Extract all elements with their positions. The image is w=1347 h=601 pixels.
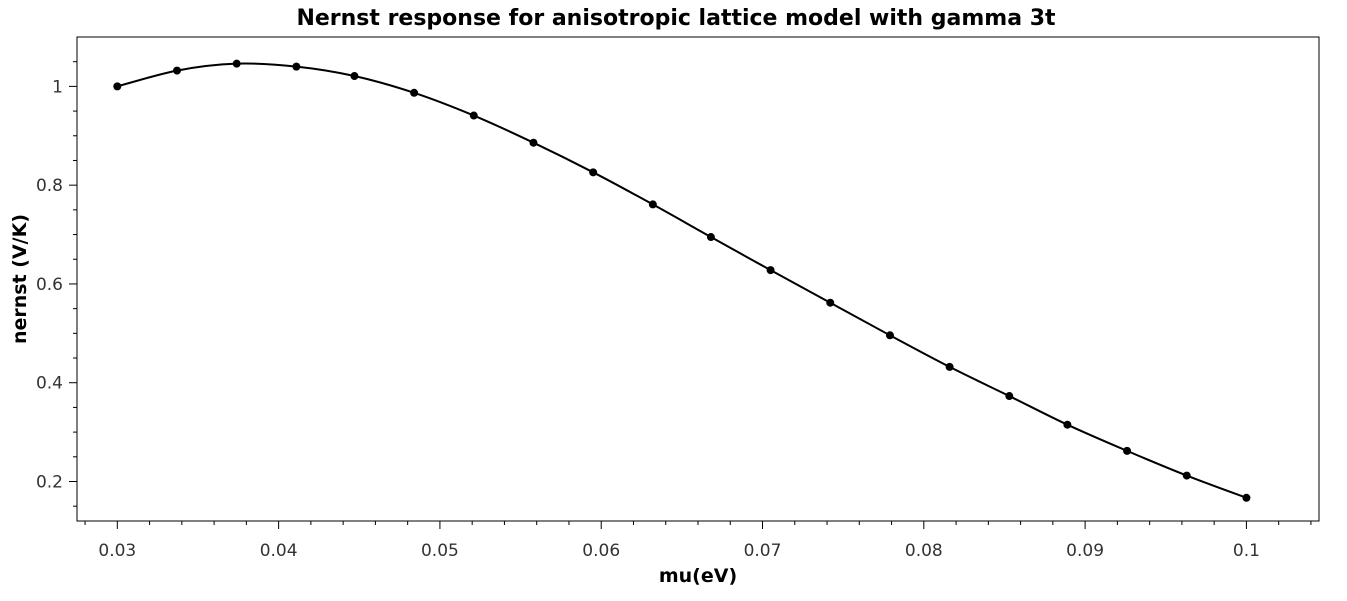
chart-title: Nernst response for anisotropic lattice … — [296, 6, 1056, 31]
data-point — [232, 59, 241, 68]
x-tick-label: 0.08 — [905, 541, 943, 561]
data-point — [113, 82, 122, 91]
data-point — [469, 111, 478, 120]
data-point — [706, 233, 715, 242]
data-point — [410, 88, 419, 97]
data-point — [1123, 446, 1132, 455]
x-tick-label: 0.04 — [260, 541, 298, 561]
data-point — [529, 138, 538, 147]
data-point — [173, 66, 182, 75]
x-tick-label: 0.07 — [744, 541, 782, 561]
y-tick-label: 0.2 — [36, 472, 63, 492]
data-point — [292, 62, 301, 71]
x-tick-label: 0.09 — [1066, 541, 1104, 561]
data-point — [766, 266, 775, 275]
data-points — [113, 59, 1251, 502]
y-tick-label: 0.4 — [36, 374, 63, 394]
x-tick-label: 0.05 — [421, 541, 459, 561]
data-point — [826, 298, 835, 307]
plot-frame — [76, 36, 1320, 522]
x-tick-label: 0.1 — [1233, 541, 1260, 561]
x-tick-label: 0.03 — [98, 541, 136, 561]
x-tick-label: 0.06 — [582, 541, 620, 561]
y-tick-label: 0.8 — [36, 176, 63, 196]
data-point — [945, 362, 954, 371]
axis-tick-labels: 0.03 0.04 0.05 0.06 0.07 0.08 0.09 0.1 0.2 0.4 0.6… — [36, 77, 1260, 561]
data-point — [885, 331, 894, 340]
y-axis-label: nernst (V/K) — [9, 214, 31, 344]
data-point — [1242, 493, 1251, 502]
y-tick-label: 0.6 — [36, 275, 63, 295]
x-axis-label: mu(eV) — [659, 565, 737, 587]
data-point — [589, 168, 598, 177]
data-point — [1005, 392, 1014, 401]
data-point — [1063, 420, 1072, 429]
axis-ticks — [69, 61, 1312, 529]
data-point — [350, 72, 359, 81]
series-line — [117, 62, 1247, 499]
y-tick-label: 1 — [52, 77, 63, 97]
data-point — [648, 200, 657, 209]
data-point — [1182, 471, 1191, 480]
